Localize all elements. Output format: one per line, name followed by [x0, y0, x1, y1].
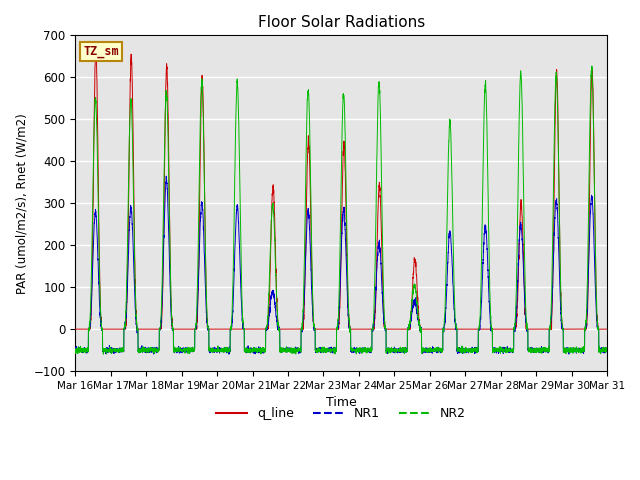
NR1 — [321, 346, 329, 352]
q_line — [431, 326, 438, 332]
NR1 — [431, 347, 439, 352]
q_line — [167, 295, 175, 301]
NR1 — [491, 349, 499, 355]
NR2 — [603, 348, 611, 354]
q_line — [321, 326, 329, 332]
q_line — [603, 326, 611, 332]
NR2 — [431, 346, 438, 352]
NR1 — [460, 347, 468, 352]
NR1 — [603, 348, 611, 353]
Line: q_line: q_line — [76, 52, 607, 329]
NR1 — [225, 351, 233, 357]
NR2 — [99, 351, 107, 357]
NR2 — [490, 347, 498, 352]
Line: NR2: NR2 — [76, 66, 607, 354]
NR2 — [167, 295, 175, 301]
X-axis label: Time: Time — [326, 396, 356, 409]
Title: Floor Solar Radiations: Floor Solar Radiations — [257, 15, 425, 30]
q_line — [490, 326, 498, 332]
NR2 — [72, 348, 79, 353]
NR2 — [321, 346, 329, 352]
NR2 — [603, 348, 611, 354]
Line: NR1: NR1 — [76, 176, 607, 354]
NR1 — [72, 345, 79, 350]
NR1 — [603, 348, 611, 353]
NR2 — [460, 348, 468, 354]
Legend: q_line, NR1, NR2: q_line, NR1, NR2 — [211, 402, 471, 425]
q_line — [72, 326, 79, 332]
q_line — [460, 326, 468, 332]
Y-axis label: PAR (umol/m2/s), Rnet (W/m2): PAR (umol/m2/s), Rnet (W/m2) — [15, 113, 28, 294]
NR2 — [588, 63, 596, 69]
Text: TZ_sm: TZ_sm — [83, 46, 119, 59]
NR1 — [163, 173, 170, 179]
q_line — [92, 49, 100, 55]
NR1 — [167, 310, 175, 315]
q_line — [602, 326, 610, 332]
